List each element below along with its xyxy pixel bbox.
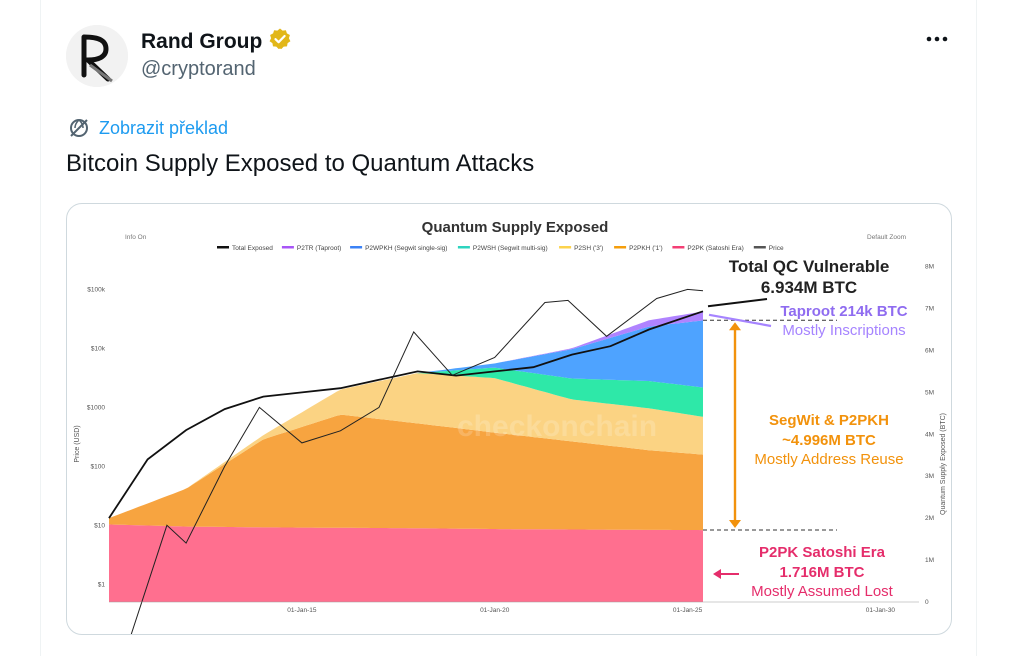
- y-right-tick-label: 5M: [925, 389, 934, 396]
- legend-swatch: [753, 246, 766, 249]
- series-area: [109, 373, 703, 519]
- segwit-arrow-up: [729, 322, 741, 331]
- annotation-p2pk-line3: Mostly Assumed Lost: [751, 583, 894, 600]
- legend-swatch: [672, 246, 685, 249]
- legend-label: P2WSH (Segwit multi-sig): [473, 245, 548, 252]
- y-right-tick-label: 2M: [925, 515, 934, 522]
- series-area: [109, 367, 703, 519]
- series-area: [109, 414, 703, 531]
- y-left-tick-label: $100: [91, 463, 106, 470]
- chart-title: Quantum Supply Exposed: [422, 219, 609, 236]
- legend-swatch: [350, 246, 363, 249]
- translate-label[interactable]: Zobrazit překlad: [99, 117, 229, 138]
- y-right-tick-label: 4M: [925, 431, 934, 438]
- chart-legend: Total Exposed P2TR (Taproot) P2WPKH (Segwi…: [217, 245, 784, 252]
- y-left-tick-label: $10k: [91, 345, 106, 352]
- info-toggle[interactable]: Info On: [125, 234, 147, 241]
- plot-lines: [108, 288, 704, 634]
- p2pk-pointer-head: [713, 569, 721, 579]
- annotation-p2pk-line2: 1.716M BTC: [779, 564, 864, 581]
- x-tick-label: 01-Jan-20: [480, 607, 510, 614]
- annotation-total-line2: 6.934M BTC: [761, 278, 857, 297]
- y-axis-left-label: Price (USD): [74, 425, 81, 462]
- verified-badge-icon: [268, 27, 292, 56]
- legend-label: P2PK (Satoshi Era): [687, 245, 743, 252]
- translate-link[interactable]: Zobrazit překlad: [67, 116, 228, 140]
- annotation-taproot-line2: Mostly Inscriptions: [782, 322, 905, 339]
- y-right-tick-label: 1M: [925, 557, 934, 564]
- series-area: [109, 524, 703, 602]
- x-tick-label: 01-Jan-15: [287, 607, 317, 614]
- author-name-row[interactable]: Rand Group: [141, 27, 292, 56]
- price-line: [130, 288, 704, 634]
- more-options-button[interactable]: [924, 26, 950, 52]
- annotation-taproot-line1: Taproot 214k BTC: [780, 303, 907, 320]
- y-right-tick-label: 7M: [925, 306, 934, 313]
- legend-swatch: [457, 246, 470, 249]
- taproot-pointer: [708, 313, 772, 328]
- y-left-tick-label: $100k: [87, 286, 105, 293]
- y-left-tick-label: $1: [98, 581, 106, 588]
- legend-label: P2WPKH (Segwit single-sig): [365, 245, 447, 252]
- legend-label: Price: [769, 245, 784, 252]
- legend-label: P2PKH ('1'): [629, 245, 663, 252]
- author-handle[interactable]: @cryptorand: [141, 58, 256, 80]
- rand-logo-icon: [66, 25, 128, 87]
- globe-translate-icon: [70, 119, 88, 137]
- series-area: [109, 320, 703, 519]
- total-pointer: [707, 298, 768, 308]
- legend-swatch: [559, 246, 572, 249]
- chart-axes: $100k $10k $1000 $100 $10 $1 8M 7M 6M 5M 4M 3M 2M 1M 0…: [87, 264, 934, 614]
- annotation-p2pk-line1: P2PK Satoshi Era: [759, 544, 886, 561]
- legend-swatch: [281, 246, 294, 249]
- annotation-segwit-line1: SegWit & P2PKH: [769, 412, 889, 429]
- y-right-tick-label: 0: [925, 599, 929, 606]
- y-right-tick-label: 6M: [925, 347, 934, 354]
- segwit-arrow-down: [729, 520, 741, 529]
- timeline-border-left: [40, 0, 41, 656]
- annotation-segwit-line2: ~4.996M BTC: [782, 432, 876, 449]
- y-right-tick-label: 3M: [925, 473, 934, 480]
- author-display-name[interactable]: Rand Group: [141, 29, 263, 53]
- legend-label: Total Exposed: [232, 245, 273, 252]
- chart-annotations: Total QC Vulnerable 6.934M BTC Taproot 214…: [703, 257, 908, 600]
- quantum-supply-chart: Quantum Supply Exposed Info On Default Z…: [74, 219, 947, 634]
- more-horizontal-icon: [926, 36, 948, 42]
- tweet-media-chart[interactable]: Quantum Supply Exposed Info On Default Z…: [66, 203, 952, 635]
- legend-swatch: [217, 246, 229, 249]
- y-right-tick-label: 8M: [925, 264, 934, 271]
- y-left-tick-label: $10: [94, 522, 105, 529]
- x-tick-label: 01-Jan-30: [866, 607, 896, 614]
- annotation-total-line1: Total QC Vulnerable: [729, 257, 890, 276]
- legend-label: P2SH ('3'): [574, 245, 603, 252]
- watermark: checkonchain: [457, 410, 657, 443]
- y-left-tick-label: $1000: [87, 404, 105, 411]
- legend-swatch: [614, 246, 627, 249]
- x-tick-label: 01-Jan-25: [673, 607, 703, 614]
- zoom-select[interactable]: Default Zoom: [867, 234, 906, 241]
- plot-areas: [109, 311, 703, 602]
- annotation-segwit-line3: Mostly Address Reuse: [754, 451, 903, 468]
- avatar[interactable]: [66, 25, 128, 87]
- y-axis-right-label: Quantum Supply Exposed (BTC): [940, 413, 947, 515]
- legend-label: P2TR (Taproot): [297, 245, 341, 252]
- tweet-text: Bitcoin Supply Exposed to Quantum Attack…: [66, 150, 535, 177]
- timeline-border-right: [976, 0, 977, 656]
- total-exposed-line: [108, 310, 704, 519]
